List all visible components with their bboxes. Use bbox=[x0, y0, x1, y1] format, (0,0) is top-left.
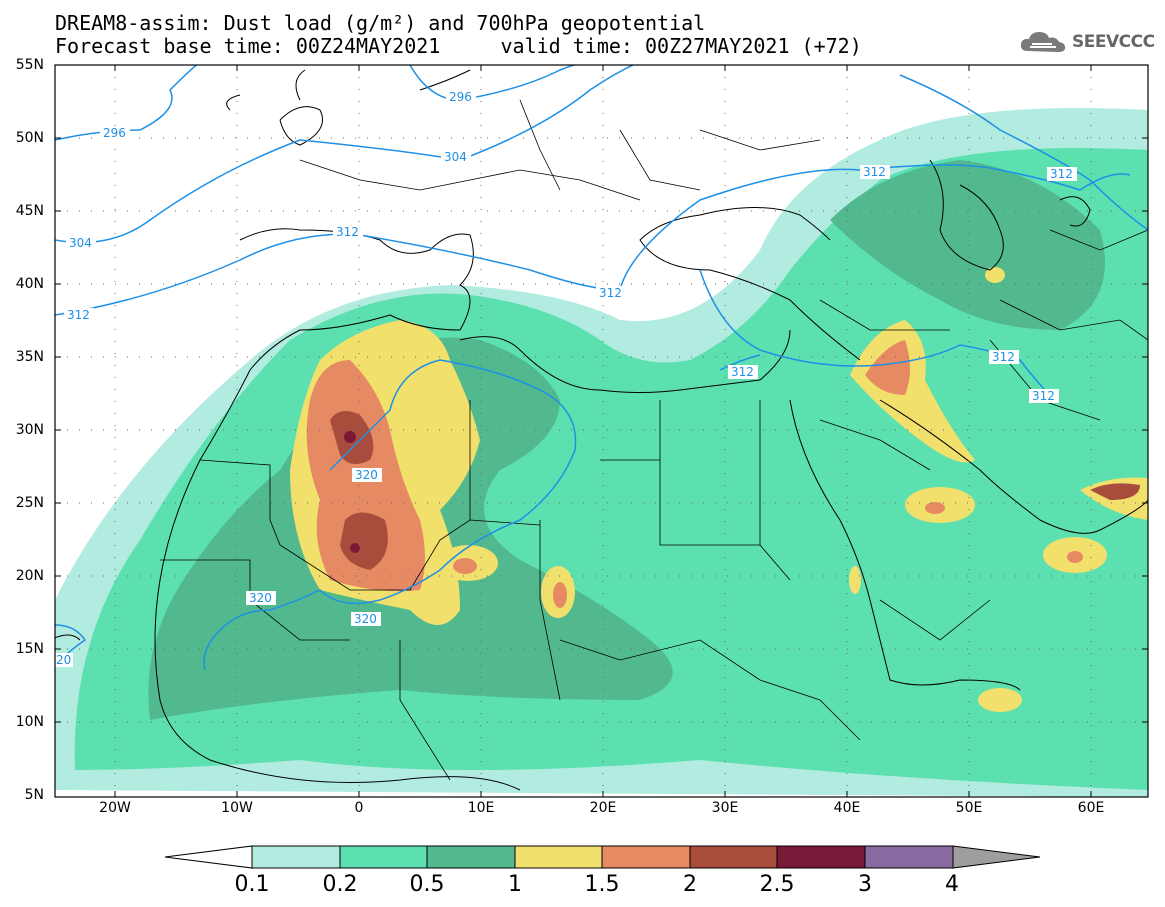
lon-label-50e: 50E bbox=[955, 800, 983, 816]
contour-label-320a: 320 bbox=[355, 468, 378, 482]
lat-label-20n: 20N bbox=[15, 568, 44, 584]
dust-iraq-1-5 bbox=[865, 340, 910, 395]
contour-label-312e: 312 bbox=[1050, 167, 1073, 181]
colorbar-label-4: 4 bbox=[945, 872, 959, 897]
lon-label-10w: 10W bbox=[221, 800, 253, 816]
colorbar-swatch-4 bbox=[601, 845, 691, 869]
lat-label-35n: 35N bbox=[15, 349, 44, 365]
dust-band-0-5-east bbox=[830, 160, 1105, 330]
dust-red-sea-1 bbox=[849, 566, 861, 594]
cloud-icon bbox=[1020, 32, 1066, 52]
colorbar-swatch-2 bbox=[426, 845, 516, 869]
forecast-time-info: Forecast base time: 00Z24MAY2021 valid t… bbox=[55, 34, 862, 58]
lon-label-10e: 10E bbox=[467, 800, 495, 816]
contour-label-312c: 312 bbox=[599, 286, 622, 300]
colorbar-label-1: 1 bbox=[508, 872, 522, 897]
colorbar-label-0-5: 0.5 bbox=[409, 872, 445, 897]
colorbar-label-2: 2 bbox=[683, 872, 697, 897]
contour-labels: 296 296 304 304 312 312 312 312 312 312 … bbox=[55, 90, 1077, 667]
dust-niger-1-5 bbox=[453, 558, 477, 574]
contour-label-312a: 312 bbox=[67, 308, 90, 322]
dust-caspian-1 bbox=[985, 267, 1005, 283]
colorbar-label-1-5: 1.5 bbox=[584, 872, 620, 897]
colorbar-swatch-0 bbox=[251, 845, 341, 869]
contour-label-312d: 312 bbox=[863, 165, 886, 179]
dust-yemen-1-5 bbox=[1067, 551, 1083, 563]
dust-field bbox=[55, 108, 1148, 797]
lon-label-20e: 20E bbox=[589, 800, 617, 816]
lat-label-25n: 25N bbox=[15, 495, 44, 511]
lat-label-15n: 15N bbox=[15, 641, 44, 657]
contour-label-312b: 312 bbox=[336, 225, 359, 239]
colorbar-swatch-6 bbox=[776, 845, 866, 869]
geopotential-contours bbox=[55, 65, 1148, 671]
colorbar-label-0-1: 0.1 bbox=[234, 872, 270, 897]
contour-label-312g: 312 bbox=[1032, 389, 1055, 403]
lon-label-0: 0 bbox=[354, 800, 364, 816]
contour-label-304b: 304 bbox=[444, 150, 467, 164]
dust-peak-3b bbox=[350, 543, 360, 553]
colorbar-label-0-2: 0.2 bbox=[322, 872, 358, 897]
colorbar-swatch-1 bbox=[339, 845, 428, 869]
coastlines bbox=[55, 69, 1148, 791]
contour-label-312h: 312 bbox=[731, 365, 754, 379]
contour-label-320c: 320 bbox=[354, 612, 377, 626]
dust-peak-3 bbox=[344, 431, 356, 443]
lat-label-5n: 5N bbox=[24, 787, 44, 803]
dust-band-2 bbox=[330, 411, 388, 570]
colorbar-swatch-5 bbox=[689, 845, 778, 869]
seevccc-logo: SEEVCCC bbox=[1018, 27, 1158, 57]
country-borders bbox=[160, 99, 1148, 781]
colorbar bbox=[164, 845, 1041, 869]
lon-label-20w: 20W bbox=[99, 800, 131, 816]
colorbar-low-arrow bbox=[164, 845, 253, 869]
colorbar-label-3: 3 bbox=[858, 872, 872, 897]
axis-ticks bbox=[55, 64, 1148, 798]
dust-chad-1-5 bbox=[553, 582, 567, 608]
lon-label-40e: 40E bbox=[833, 800, 861, 816]
lat-label-45n: 45N bbox=[15, 203, 44, 219]
lat-label-55n: 55N bbox=[15, 57, 44, 73]
lat-label-40n: 40N bbox=[15, 276, 44, 292]
colorbar-swatch-3 bbox=[514, 845, 603, 869]
map-frame bbox=[54, 64, 1149, 798]
dust-somalia-1 bbox=[978, 688, 1022, 712]
lon-label-60e: 60E bbox=[1077, 800, 1105, 816]
lat-label-30n: 30N bbox=[15, 422, 44, 438]
lon-label-30e: 30E bbox=[711, 800, 739, 816]
colorbar-high-arrow bbox=[952, 845, 1041, 869]
dust-oman-2 bbox=[1090, 483, 1140, 500]
contour-label-304a: 304 bbox=[69, 236, 92, 250]
contour-label-320b: 320 bbox=[249, 591, 272, 605]
logo-text: SEEVCCC bbox=[1072, 32, 1155, 52]
contour-label-296b: 296 bbox=[449, 90, 472, 104]
lat-label-50n: 50N bbox=[15, 130, 44, 146]
map-plot-area: 296 296 304 304 312 312 312 312 312 312 … bbox=[55, 65, 1148, 797]
dust-gulf-1-5 bbox=[925, 502, 945, 514]
colorbar-swatch-7 bbox=[864, 845, 954, 869]
map-title: DREAM8-assim: Dust load (g/m²) and 700hP… bbox=[55, 11, 706, 35]
contour-label-320d: 20 bbox=[56, 653, 71, 667]
colorbar-label-2-5: 2.5 bbox=[759, 872, 795, 897]
lat-label-10n: 10N bbox=[15, 714, 44, 730]
contour-label-312f: 312 bbox=[992, 350, 1015, 364]
contour-label-296a: 296 bbox=[103, 126, 126, 140]
